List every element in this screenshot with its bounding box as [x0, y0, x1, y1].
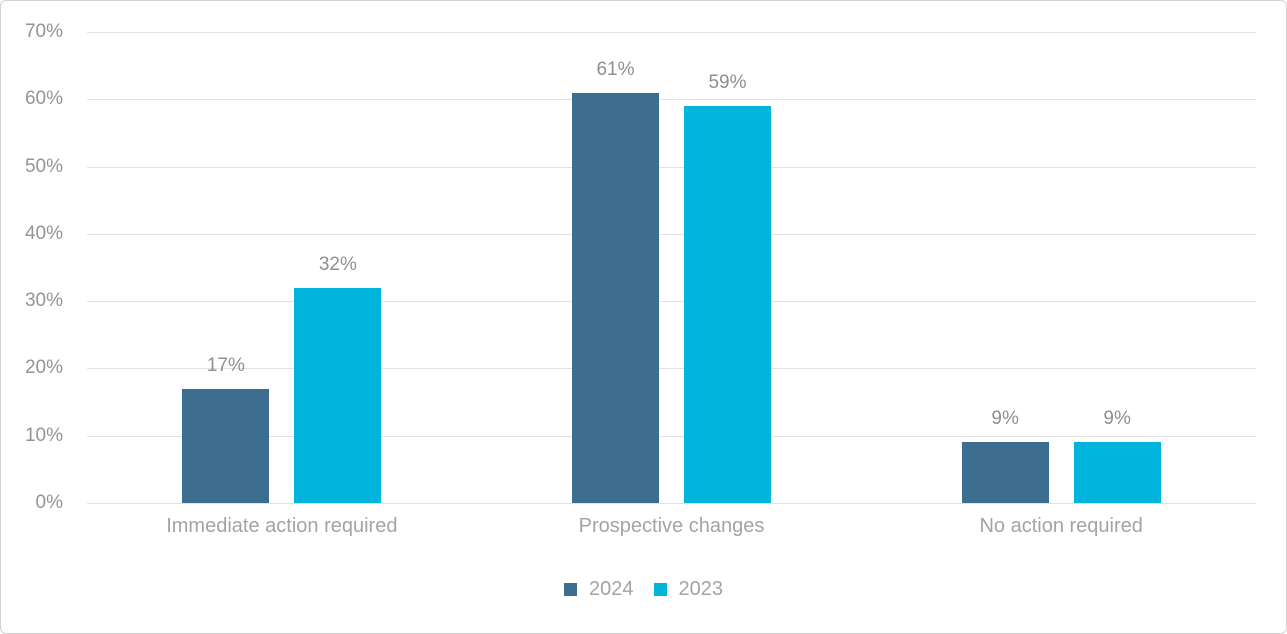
bar-2023: 59% [683, 72, 771, 503]
legend-marker-icon [653, 583, 667, 596]
bar-group: 17% 32% [87, 32, 477, 503]
y-axis-tick-label: 70% [24, 21, 63, 42]
y-axis-tick-label: 60% [24, 88, 63, 110]
gridline [87, 435, 1256, 437]
y-axis-tick-label: 0% [35, 492, 63, 513]
gridline [87, 301, 1256, 303]
gridline [87, 32, 1256, 33]
y-axis-tick-label: 30% [24, 290, 63, 312]
data-label: 59% [708, 72, 747, 94]
gridline [87, 368, 1256, 370]
bar-2023: 9% [1073, 408, 1161, 503]
data-label: 9% [1103, 408, 1131, 430]
y-axis-tick-label: 40% [24, 222, 63, 244]
x-axis-category-labels: Immediate action required Prospective cha… [87, 515, 1256, 538]
y-axis-tick-label: 10% [24, 424, 63, 446]
bar-2024: 17% [182, 355, 270, 503]
plot-area: 0% 10% 20% 30% 40% 50% 60% 70% 17% 32% 61% 59% 9% 9% [25, 21, 1256, 513]
gridline [87, 99, 1256, 101]
data-label: 32% [318, 253, 357, 275]
bar-2023: 32% [294, 254, 382, 503]
bar-2024: 9% [961, 408, 1049, 503]
gridline [87, 233, 1256, 235]
data-label: 9% [991, 408, 1019, 430]
legend-label: 2023 [678, 578, 724, 600]
data-label: 61% [596, 58, 635, 80]
legend-item-2024: 2024 [564, 578, 634, 601]
legend-marker-icon [564, 583, 577, 596]
bar-group: 61% 59% [477, 32, 867, 503]
category-label: Immediate action required [166, 515, 398, 537]
legend-label: 2024 [589, 578, 634, 600]
bar-2024: 61% [571, 59, 659, 503]
gridline [87, 166, 1256, 168]
bar-group: 9% 9% [866, 32, 1256, 503]
category-label: Prospective changes [578, 515, 765, 537]
legend-item-2023: 2023 [653, 578, 724, 601]
data-label: 17% [206, 354, 245, 376]
y-axis-tick-label: 20% [24, 357, 63, 379]
category-label: No action required [979, 515, 1143, 537]
gridline [87, 503, 1256, 504]
y-axis-tick-label: 50% [24, 155, 63, 177]
legend: 2024 2023 [1, 578, 1286, 601]
